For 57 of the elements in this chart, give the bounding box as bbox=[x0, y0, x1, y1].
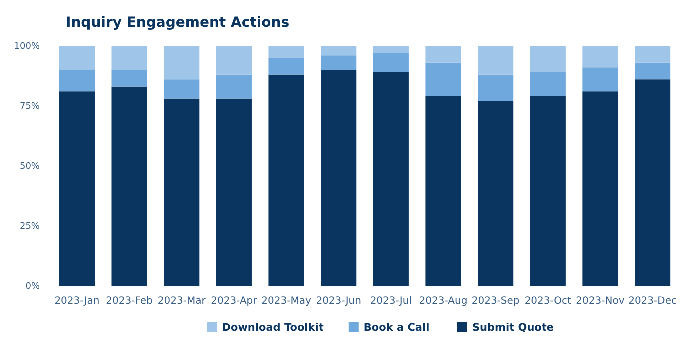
bar bbox=[478, 46, 514, 75]
bar bbox=[112, 86, 148, 286]
bar bbox=[635, 62, 671, 80]
bar bbox=[164, 98, 200, 286]
legend-label: Submit Quote bbox=[472, 322, 554, 334]
bar bbox=[478, 74, 514, 102]
x-tick-label: 2023-Nov bbox=[576, 296, 625, 307]
bar bbox=[582, 92, 618, 286]
y-tick-label: 75% bbox=[20, 102, 40, 112]
legend-label: Book a Call bbox=[364, 322, 430, 334]
bar bbox=[426, 96, 462, 286]
bar bbox=[216, 46, 252, 75]
bar bbox=[164, 80, 200, 99]
x-tick-label: 2023-Mar bbox=[158, 296, 207, 307]
x-tick-label: 2023-Feb bbox=[106, 296, 153, 307]
bar bbox=[268, 46, 304, 58]
bar bbox=[164, 46, 200, 80]
y-tick-label: 0% bbox=[26, 282, 40, 292]
bar bbox=[530, 46, 566, 72]
bar bbox=[478, 101, 514, 286]
bar bbox=[635, 80, 671, 286]
y-tick-label: 100% bbox=[14, 42, 40, 52]
bar bbox=[373, 46, 409, 54]
bar bbox=[321, 56, 357, 70]
y-tick-label: 25% bbox=[20, 222, 40, 232]
bar bbox=[216, 74, 252, 99]
y-tick-label: 50% bbox=[20, 162, 40, 172]
bar bbox=[321, 70, 357, 286]
bar bbox=[59, 46, 95, 70]
bar bbox=[321, 46, 357, 56]
bar bbox=[582, 46, 618, 68]
bar bbox=[373, 72, 409, 286]
bar bbox=[530, 96, 566, 286]
bar bbox=[216, 98, 252, 286]
bar bbox=[582, 68, 618, 92]
bar bbox=[426, 46, 462, 63]
x-tick-label: 2023-Apr bbox=[211, 296, 258, 307]
bar bbox=[112, 70, 148, 87]
x-tick-label: 2023-Jul bbox=[370, 296, 412, 307]
bar bbox=[268, 74, 304, 286]
bar bbox=[59, 92, 95, 286]
x-tick-label: 2023-Oct bbox=[524, 296, 572, 307]
x-tick-label: 2023-May bbox=[262, 296, 312, 307]
x-tick-label: 2023-Sep bbox=[472, 296, 520, 307]
bar bbox=[59, 70, 95, 92]
bar bbox=[426, 62, 462, 96]
legend-label: Download Toolkit bbox=[222, 322, 324, 334]
bar bbox=[530, 72, 566, 96]
bar bbox=[635, 46, 671, 63]
x-tick-label: 2023-Aug bbox=[419, 296, 468, 307]
bar bbox=[268, 58, 304, 75]
x-tick-label: 2023-Jun bbox=[316, 296, 362, 307]
chart-title: Inquiry Engagement Actions bbox=[66, 15, 290, 31]
bar bbox=[112, 46, 148, 70]
x-tick-label: 2023-Jan bbox=[54, 296, 100, 307]
x-tick-label: 2023-Dec bbox=[628, 296, 677, 307]
bar bbox=[373, 53, 409, 72]
